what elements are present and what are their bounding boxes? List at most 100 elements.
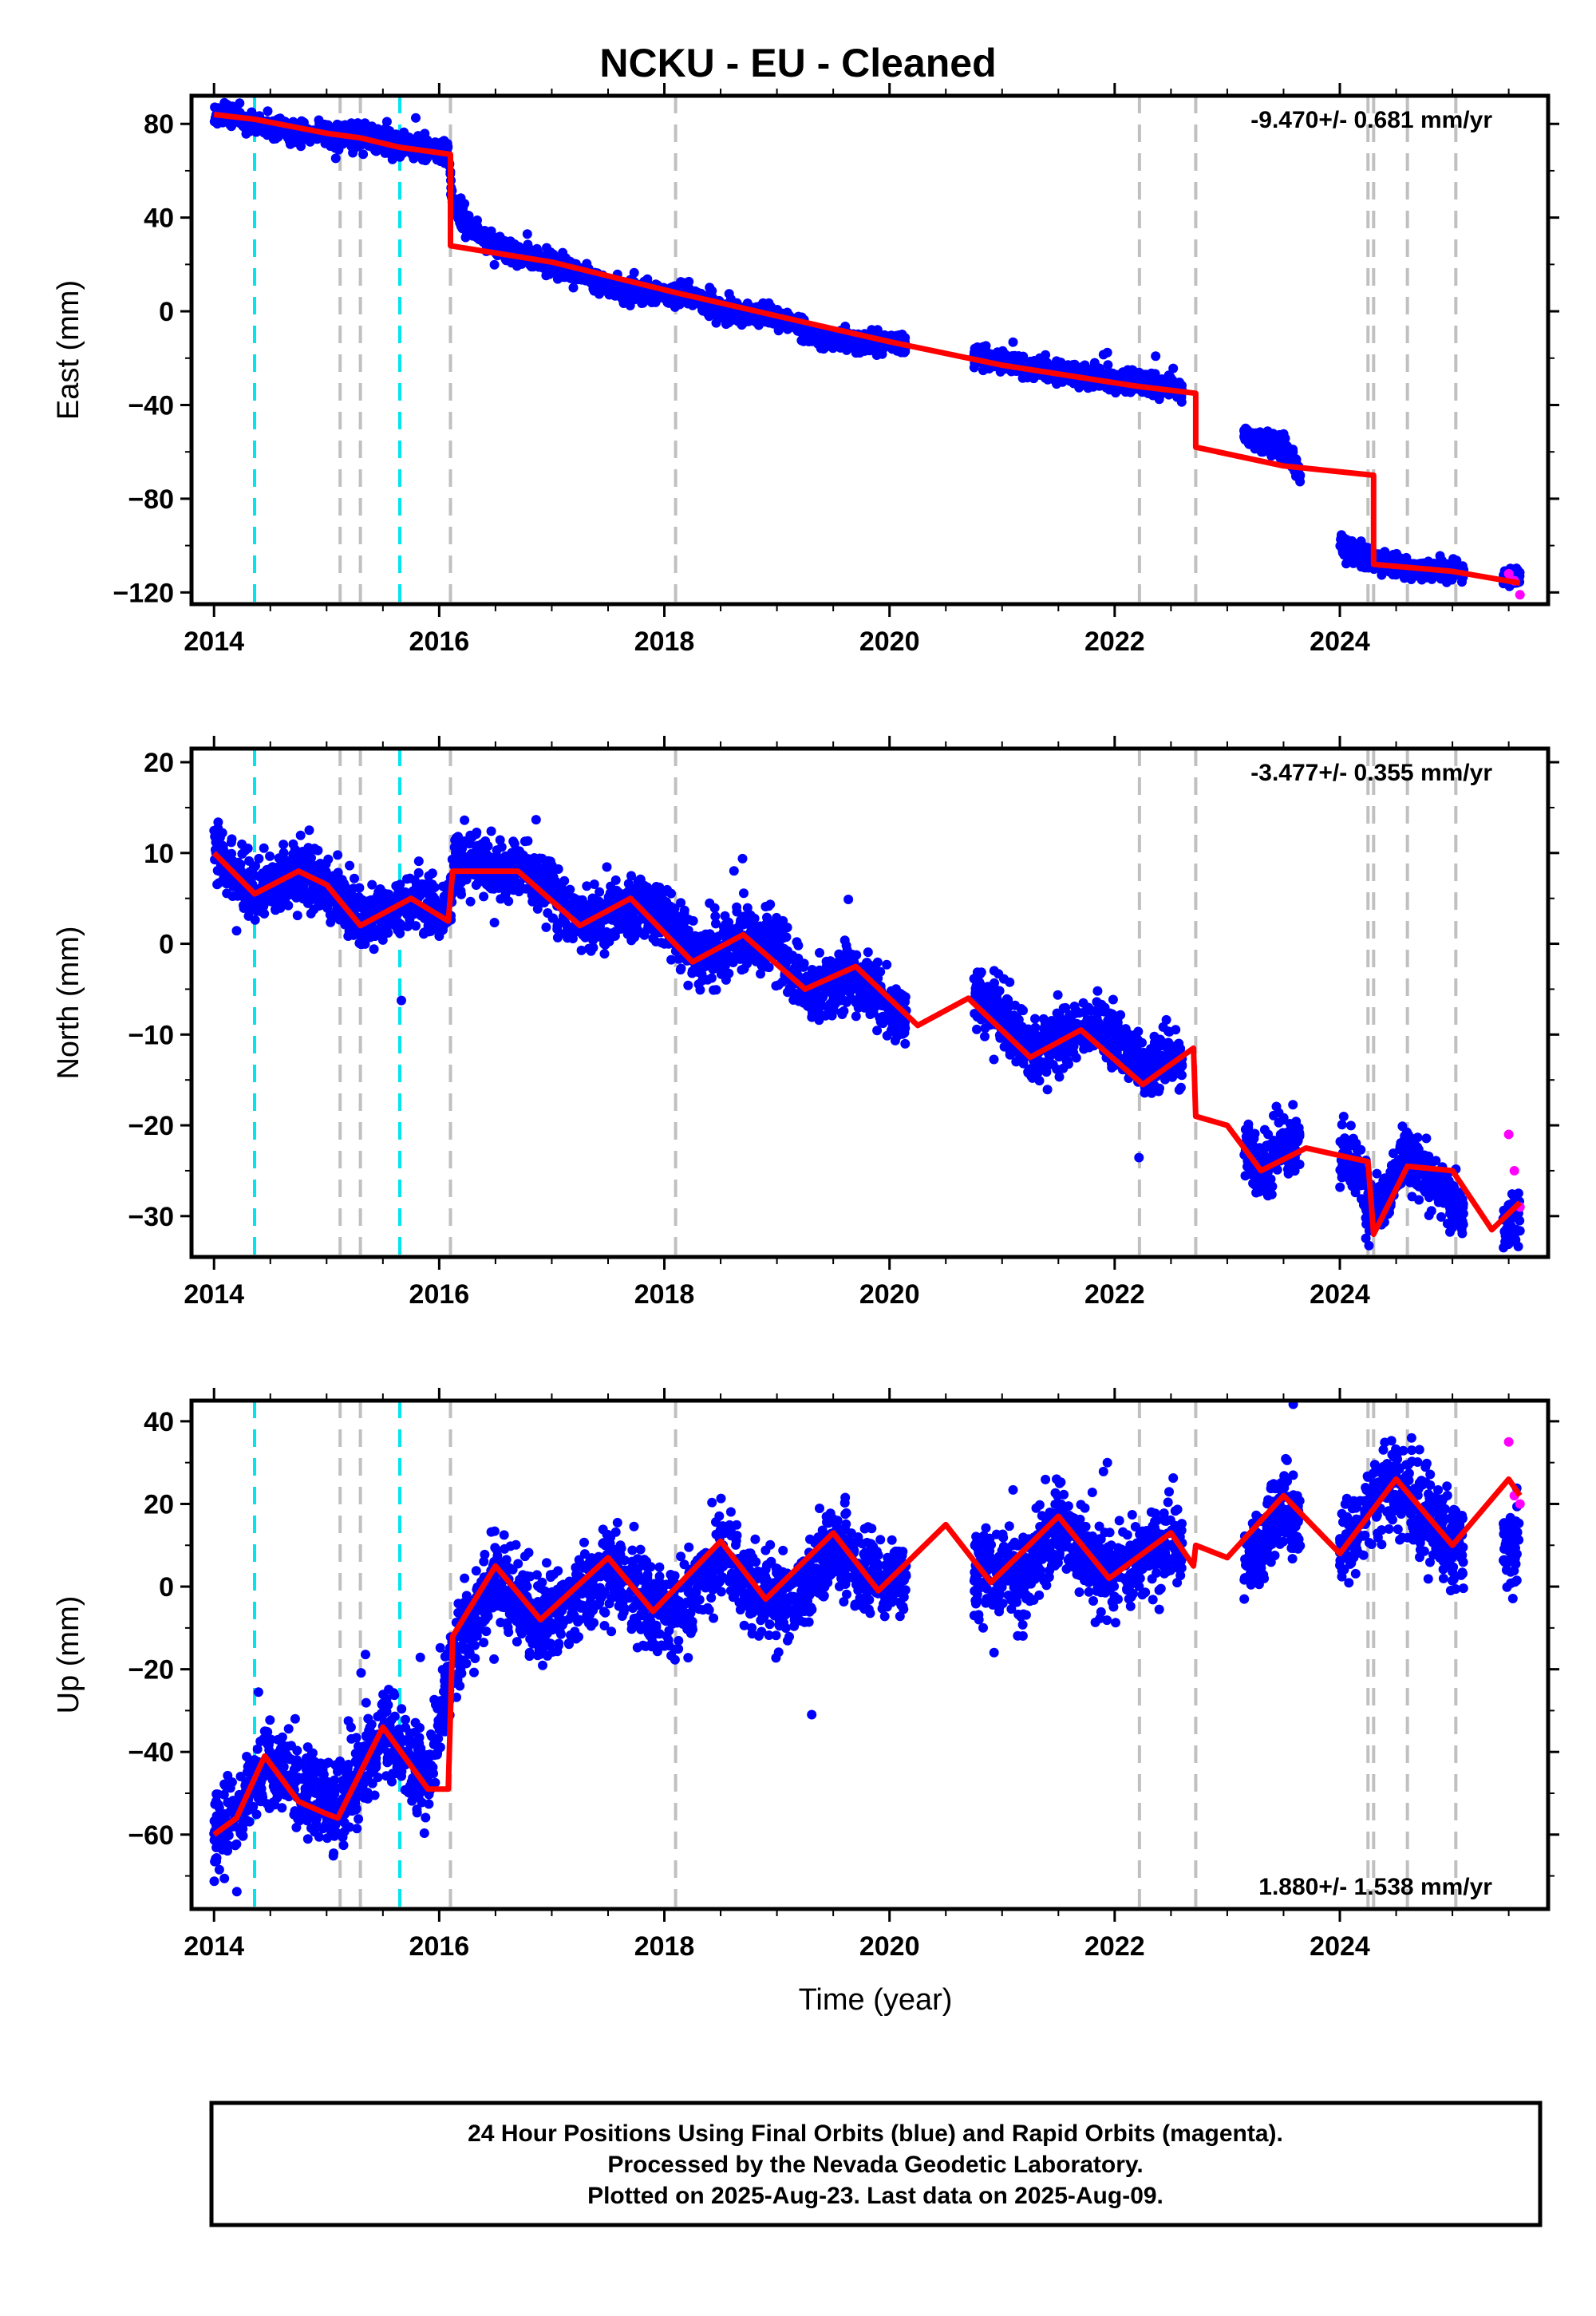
data-point <box>764 298 774 308</box>
data-point <box>1436 572 1447 583</box>
data-point <box>290 875 301 886</box>
data-point <box>263 870 273 880</box>
data-point <box>369 944 379 954</box>
data-point <box>271 899 282 909</box>
data-point <box>588 283 598 294</box>
data-point <box>460 815 470 825</box>
data-point <box>1037 361 1047 370</box>
data-point <box>1361 555 1371 566</box>
data-point <box>705 283 715 293</box>
data-point <box>1342 551 1353 561</box>
x-tick-label: 2014 <box>184 626 244 657</box>
data-point <box>310 844 320 854</box>
data-point <box>824 332 834 342</box>
data-point <box>386 895 397 906</box>
data-point <box>302 131 313 141</box>
data-point <box>1104 383 1114 393</box>
x-tick-label: 2016 <box>409 626 470 657</box>
data-point <box>1049 374 1059 385</box>
y-tick-label: 80 <box>144 109 174 140</box>
data-point <box>265 851 275 861</box>
data-point <box>381 117 392 127</box>
data-point <box>495 232 505 243</box>
data-point <box>1151 351 1161 362</box>
data-point <box>607 282 618 292</box>
data-point <box>891 330 901 341</box>
data-point <box>348 148 358 158</box>
x-tick-label: 2018 <box>634 626 695 657</box>
data-point <box>326 917 336 927</box>
data-point <box>813 330 824 339</box>
data-point <box>413 886 423 895</box>
data-point <box>1380 552 1389 563</box>
data-point <box>326 875 336 885</box>
data-point <box>472 230 482 239</box>
data-point <box>219 873 229 883</box>
plot-area <box>209 96 1525 604</box>
data-point <box>1416 575 1427 585</box>
data-point <box>679 278 689 288</box>
data-point <box>780 318 790 329</box>
data-point <box>697 299 707 310</box>
data-point <box>1258 447 1268 457</box>
data-point <box>467 219 477 230</box>
data-point <box>268 125 279 136</box>
data-point <box>522 229 532 239</box>
data-point <box>358 929 368 939</box>
y-tick-label: 40 <box>144 204 174 234</box>
data-point <box>210 832 220 842</box>
data-point <box>410 907 421 917</box>
data-point <box>709 307 720 317</box>
data-point <box>1083 383 1093 393</box>
y-axis-label: East (mm) <box>52 280 85 420</box>
data-point <box>516 259 527 269</box>
data-point <box>254 853 264 864</box>
data-point <box>358 149 369 160</box>
data-point <box>239 900 248 911</box>
data-point <box>222 99 232 109</box>
data-point <box>1435 557 1445 567</box>
data-point <box>1239 432 1250 442</box>
data-point <box>1353 555 1364 566</box>
data-point <box>367 879 377 890</box>
data-point <box>330 143 341 153</box>
data-point <box>856 339 867 350</box>
data-point <box>397 995 406 1006</box>
data-point <box>541 922 551 932</box>
data-point <box>298 884 309 895</box>
data-point <box>330 153 341 164</box>
x-tick-label: 2024 <box>1310 626 1370 657</box>
data-point <box>312 884 322 895</box>
data-point <box>274 853 284 864</box>
data-point <box>250 905 260 915</box>
final-orbits-points <box>209 97 1525 591</box>
data-point <box>263 106 273 117</box>
data-point <box>295 830 306 840</box>
data-point <box>424 927 434 937</box>
data-point <box>413 868 424 878</box>
data-point <box>773 326 784 336</box>
data-point <box>1389 567 1400 578</box>
data-point <box>1120 387 1131 397</box>
data-point <box>630 294 640 305</box>
data-point <box>433 141 444 152</box>
data-point <box>226 837 236 848</box>
data-point <box>452 203 462 213</box>
data-point <box>433 922 444 931</box>
data-point <box>1163 370 1174 381</box>
data-point <box>360 939 370 949</box>
data-point <box>353 118 363 128</box>
data-point <box>610 290 621 299</box>
data-point <box>288 130 298 140</box>
data-point <box>870 327 880 338</box>
y-tick-label: −120 <box>113 578 174 608</box>
y-tick-label: 0 <box>159 297 174 327</box>
data-point <box>304 825 314 836</box>
data-point <box>345 860 355 871</box>
data-point <box>230 106 240 117</box>
data-point <box>425 888 436 899</box>
data-point <box>629 267 639 278</box>
x-tick-label: 2020 <box>859 626 920 657</box>
data-point <box>552 932 563 943</box>
